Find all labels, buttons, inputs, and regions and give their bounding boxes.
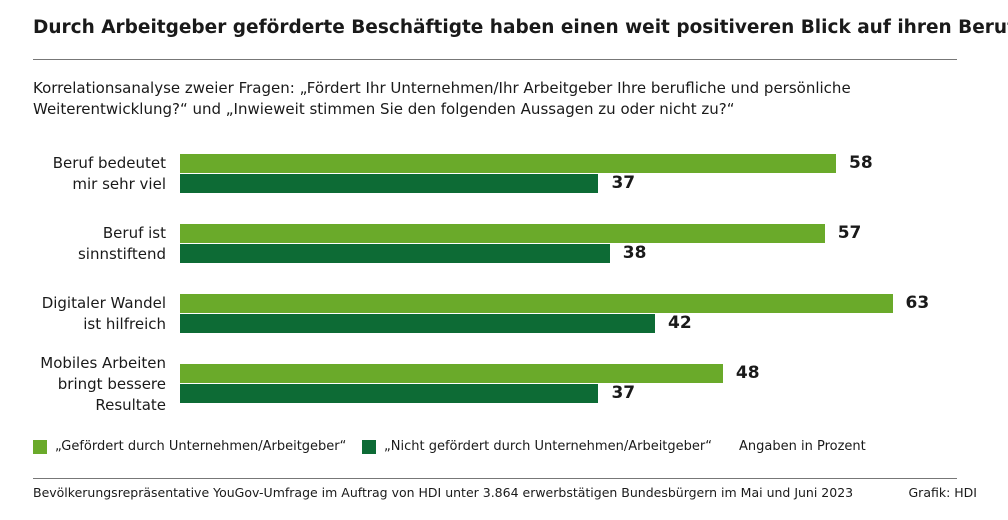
legend-label: „Nicht gefördert durch Unternehmen/Arbei… (384, 439, 712, 454)
legend-swatch (362, 440, 376, 454)
bar (180, 224, 825, 243)
legend-swatch (33, 440, 47, 454)
bar (180, 294, 893, 313)
legend-label: „Gefördert durch Unternehmen/Arbeitgeber… (55, 439, 347, 454)
bar (180, 174, 599, 193)
value-label: 63 (905, 293, 930, 313)
source: Bevölkerungsrepräsentative YouGov-Umfrag… (33, 485, 854, 500)
value-label: 37 (611, 173, 636, 193)
separator (33, 59, 957, 60)
value-label: 37 (611, 383, 636, 403)
separator (33, 478, 957, 479)
bar (180, 154, 836, 173)
value-label: 42 (668, 313, 692, 333)
bar (180, 364, 723, 383)
bar (180, 314, 656, 333)
chart-title: Durch Arbeitgeber geförderte Beschäftigt… (33, 17, 1008, 38)
category-label: Mobiles Arbeiten bringt bessere Resultat… (40, 353, 166, 414)
value-label: 57 (837, 223, 862, 243)
subtitle: Korrelationsanalyse zweier Fragen: „Förd… (33, 79, 851, 118)
category-label: Beruf bedeutet mir sehr viel (52, 154, 166, 193)
category-label: Beruf ist sinnstiftend (77, 224, 166, 263)
bar (180, 384, 599, 403)
value-label: 38 (622, 243, 647, 263)
credit: Grafik: HDI (908, 485, 978, 500)
value-label: 48 (735, 363, 760, 383)
value-label: 58 (849, 153, 873, 173)
category-label: Digitaler Wandel ist hilfreich (41, 294, 166, 333)
bar (180, 244, 610, 263)
note: Angaben in Prozent (739, 439, 866, 454)
